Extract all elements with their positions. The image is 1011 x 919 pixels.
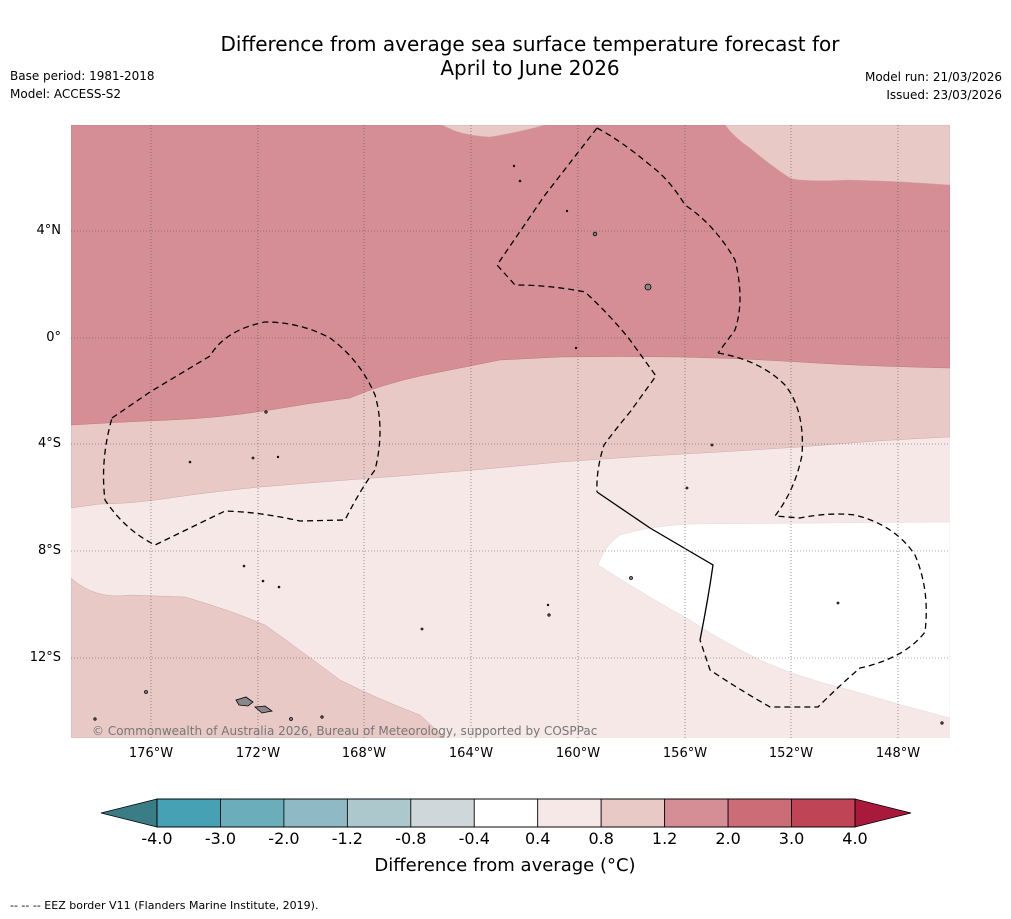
colorbar-segment xyxy=(791,798,856,828)
island-washington xyxy=(565,209,569,213)
maritime-boundary-solid xyxy=(596,491,714,641)
island-manihiki xyxy=(547,613,551,617)
colorbar-label: -2.0 xyxy=(268,829,300,848)
eez-border-kiribati-phoenix xyxy=(102,321,381,546)
island-jarvis xyxy=(574,346,578,350)
island-flint xyxy=(836,601,840,605)
lat-tick-8s: 8°S xyxy=(37,543,61,558)
anomaly-region-0.8-1.2-north-notch xyxy=(441,125,546,138)
lon-tick-176w: 176°W xyxy=(128,746,174,761)
colorbar-label: 0.8 xyxy=(588,829,614,848)
gridlines xyxy=(71,125,950,738)
island-swains xyxy=(144,690,148,694)
island-savaii xyxy=(235,696,254,707)
island-tutuila xyxy=(289,717,293,721)
colorbar xyxy=(100,798,912,828)
colorbar-under-arrow xyxy=(100,798,158,828)
colorbar-segment xyxy=(664,798,729,828)
meta-right: Model run: 21/03/2026 Issued: 23/03/2026 xyxy=(865,68,1002,104)
map-area xyxy=(71,125,950,738)
island-starbuck xyxy=(685,486,689,490)
colorbar-label: 3.0 xyxy=(778,829,805,848)
colorbar-segment xyxy=(537,798,602,828)
island-wallis xyxy=(93,717,97,721)
colorbar-segment xyxy=(346,798,412,828)
colorbar-segment xyxy=(410,798,475,828)
lon-tick-156w: 156°W xyxy=(662,746,708,761)
lon-tick-164w: 164°W xyxy=(448,746,494,761)
colorbar-segment xyxy=(156,798,221,828)
island-christmas xyxy=(644,283,652,291)
islands xyxy=(93,164,944,725)
colorbar-segment xyxy=(727,798,792,828)
island-tuamotu xyxy=(940,721,944,725)
colorbar-label: 4.0 xyxy=(842,829,868,848)
island-tokelau-1 xyxy=(242,564,246,568)
lon-tick-152w: 152°W xyxy=(768,746,814,761)
colorbar-over-arrow xyxy=(854,798,912,828)
colorbar-label: -3.0 xyxy=(204,829,237,848)
eez-border-line-islands-east xyxy=(699,352,927,708)
lat-tick-4n: 4°N xyxy=(36,223,62,238)
anomaly-region-0.8-1.2-northeast xyxy=(724,125,950,186)
island-upolu xyxy=(254,705,273,714)
colorbar-label: 1.2 xyxy=(651,829,678,848)
island-malden xyxy=(710,443,714,447)
island-palmyra xyxy=(518,179,522,183)
meta-left: Base period: 1981-2018 Model: ACCESS-S2 xyxy=(10,67,155,103)
model-run: Model run: 21/03/2026 xyxy=(864,70,1002,84)
colorbar-label: -0.4 xyxy=(458,829,490,848)
colorbar-label: -4.0 xyxy=(141,829,173,848)
island-kingman xyxy=(512,164,516,168)
colorbar-label: -0.8 xyxy=(395,829,427,848)
lon-tick-168w: 168°W xyxy=(341,746,387,761)
island-phoenix-1 xyxy=(264,410,268,414)
island-penrhyn xyxy=(629,576,633,580)
lon-tick-172w: 172°W xyxy=(235,746,281,761)
anomaly-region-1.2-2.0 xyxy=(71,125,950,426)
issued-date: Issued: 23/03/2026 xyxy=(886,88,1002,102)
lat-tick-12s: 12°S xyxy=(29,650,61,665)
eez-border-line-islands-west xyxy=(496,127,657,493)
lat-tick-0: 0° xyxy=(46,330,61,345)
lon-tick-160w: 160°W xyxy=(555,746,601,761)
colorbar-title: Difference from average (°C) xyxy=(374,855,636,876)
colorbar-segment xyxy=(600,798,666,828)
island-phoenix-3 xyxy=(276,455,280,459)
eez-footnote: -- -- -- EEZ border V11 (Flanders Marine… xyxy=(10,899,319,912)
island-phoenix-2 xyxy=(251,456,255,460)
colorbar-label: 2.0 xyxy=(715,829,741,848)
colorbar-segment xyxy=(283,798,348,828)
model-name: Model: ACCESS-S2 xyxy=(10,87,122,101)
title-line-1: Difference from average sea surface temp… xyxy=(220,32,840,56)
anomaly-region-neutral xyxy=(597,521,950,719)
island-fanning xyxy=(592,231,598,237)
island-rakahanga xyxy=(546,603,550,607)
colorbar-label: -1.2 xyxy=(331,829,363,848)
lon-tick-148w: 148°W xyxy=(875,746,921,761)
lat-tick-4s: 4°S xyxy=(37,436,61,451)
eez-border-kiribati-line xyxy=(596,127,741,354)
colorbar-label: 0.4 xyxy=(524,829,551,848)
copyright-notice: © Commonwealth of Australia 2026, Bureau… xyxy=(92,724,597,738)
page-title: Difference from average sea surface temp… xyxy=(180,32,880,80)
island-tokelau-2 xyxy=(261,579,265,583)
island-phoenix-4 xyxy=(188,460,192,464)
title-line-2: April to June 2026 xyxy=(440,56,620,80)
island-tokelau-3 xyxy=(277,585,281,589)
colorbar-segment xyxy=(473,798,539,828)
colorbar-segment xyxy=(220,798,285,828)
eez-borders xyxy=(102,127,927,708)
base-period: Base period: 1981-2018 xyxy=(10,69,155,83)
island-manua xyxy=(320,715,324,719)
island-pukapuka xyxy=(420,627,424,631)
